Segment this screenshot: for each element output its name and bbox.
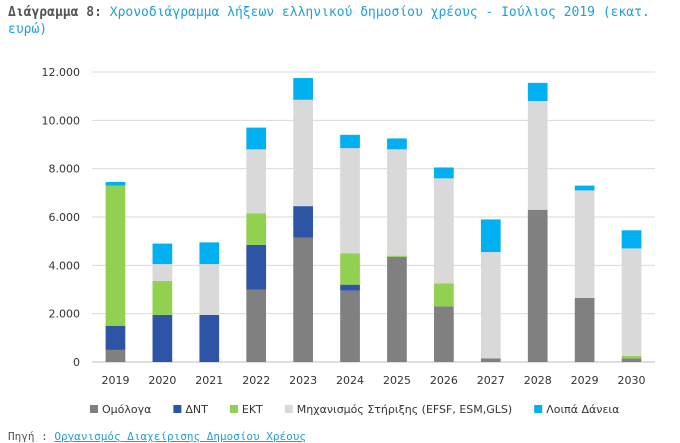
- bar-segment: [105, 325, 126, 350]
- x-tick-label: 2028: [524, 374, 552, 387]
- bar-segment: [480, 252, 501, 359]
- y-tick-label: 10.000: [42, 114, 81, 127]
- legend-label: Λοιπά Δάνεια: [546, 403, 619, 416]
- bar-segment: [152, 281, 173, 315]
- source-label: Πηγή :: [8, 430, 48, 443]
- y-axis-ticks: 0 2.000 4.000 6.000 8.000 10.000 12.000: [42, 66, 81, 369]
- legend-label: ΕΚΤ: [242, 403, 263, 416]
- x-tick-label: 2022: [242, 374, 270, 387]
- bar-segment: [199, 264, 220, 315]
- y-tick-label: 12.000: [42, 66, 81, 79]
- bar-segment: [387, 256, 407, 362]
- bar-segment: [246, 149, 267, 214]
- x-tick-label: 2026: [430, 374, 458, 387]
- chart-title: Διάγραμμα 8: Χρονοδιάγραμμα λήξεων ελλην…: [8, 4, 668, 38]
- bar-segment: [621, 230, 642, 249]
- bar-segment: [621, 248, 642, 356]
- chart-title-text: Χρονοδιάγραμμα λήξεων ελληνικού δημοσίου…: [8, 5, 650, 37]
- bar-segment: [387, 149, 407, 256]
- x-tick-label: 2027: [477, 374, 505, 387]
- bar-segment: [621, 355, 642, 359]
- bar-segment: [293, 237, 313, 362]
- bar-segment: [480, 219, 501, 253]
- bar-segment: [293, 206, 313, 238]
- source-link[interactable]: Οργανισμός Διαχείρισης Δημοσίου Χρέους: [54, 430, 307, 443]
- bar-segment: [387, 255, 407, 257]
- bar-segment: [527, 82, 548, 101]
- legend-swatch: [229, 405, 238, 413]
- legend-swatch: [534, 405, 543, 413]
- y-tick-label: 0: [73, 356, 80, 369]
- y-tick-label: 4.000: [49, 259, 81, 272]
- legend-label: Ομόλογα: [102, 403, 151, 416]
- x-tick-label: 2024: [336, 374, 364, 387]
- x-tick-label: 2021: [195, 374, 223, 387]
- bar-segment: [293, 99, 313, 207]
- bar-segment: [434, 283, 454, 307]
- x-tick-label: 2030: [618, 374, 646, 387]
- legend: Ομόλογα ΔΝΤ ΕΚΤ Μηχανισμός Στήριξης (EFSF, …: [90, 403, 619, 416]
- bar-segment: [340, 148, 360, 254]
- x-tick-label: 2025: [383, 374, 411, 387]
- x-tick-label: 2019: [101, 374, 129, 387]
- bar-segment: [246, 127, 267, 150]
- bar-segment: [574, 185, 595, 191]
- x-axis-ticks: 2019 2020 2021 2022 2023 2024 2025 2026 2027 2028…: [101, 374, 645, 387]
- bar-segment: [434, 306, 454, 362]
- bar-segment: [152, 264, 173, 282]
- bars: [105, 78, 642, 362]
- source-note: Πηγή : Οργανισμός Διαχείρισης Δημοσίου Χ…: [8, 430, 306, 443]
- bar-segment: [387, 138, 407, 150]
- bar-segment: [340, 290, 360, 362]
- y-tick-label: 6.000: [49, 211, 81, 224]
- bar-segment: [105, 349, 126, 362]
- gridlines: [92, 71, 655, 363]
- bar-segment: [340, 253, 360, 285]
- bar-segment: [293, 78, 313, 100]
- bar-segment: [340, 284, 360, 291]
- legend-swatch: [284, 405, 293, 413]
- bar-segment: [340, 134, 360, 149]
- bar-segment: [246, 244, 267, 290]
- legend-swatch: [90, 405, 98, 413]
- bar-segment: [105, 185, 126, 326]
- bar-segment: [621, 358, 642, 362]
- bar-segment: [152, 243, 173, 265]
- legend-label: ΔΝΤ: [185, 403, 208, 416]
- bar-segment: [434, 167, 454, 179]
- bar-segment: [246, 289, 267, 362]
- legend-swatch: [173, 405, 182, 413]
- x-tick-label: 2020: [148, 374, 176, 387]
- bar-segment: [199, 242, 220, 265]
- y-tick-label: 8.000: [49, 163, 81, 176]
- bar-segment: [246, 213, 267, 245]
- bar-segment: [152, 314, 173, 362]
- bar-segment: [527, 101, 548, 210]
- y-tick-label: 2.000: [49, 308, 81, 321]
- bar-segment: [574, 297, 595, 362]
- chart-title-label: Διάγραμμα 8:: [8, 5, 102, 20]
- x-tick-label: 2029: [571, 374, 599, 387]
- bar-segment: [105, 181, 126, 186]
- bar-segment: [480, 358, 501, 362]
- bar-segment: [199, 314, 220, 362]
- bar-segment: [527, 209, 548, 362]
- bar-segment: [574, 190, 595, 298]
- bar-segment: [434, 178, 454, 284]
- legend-label: Μηχανισμός Στήριξης (EFSF, ESM,GLS): [297, 403, 512, 416]
- x-tick-label: 2023: [289, 374, 317, 387]
